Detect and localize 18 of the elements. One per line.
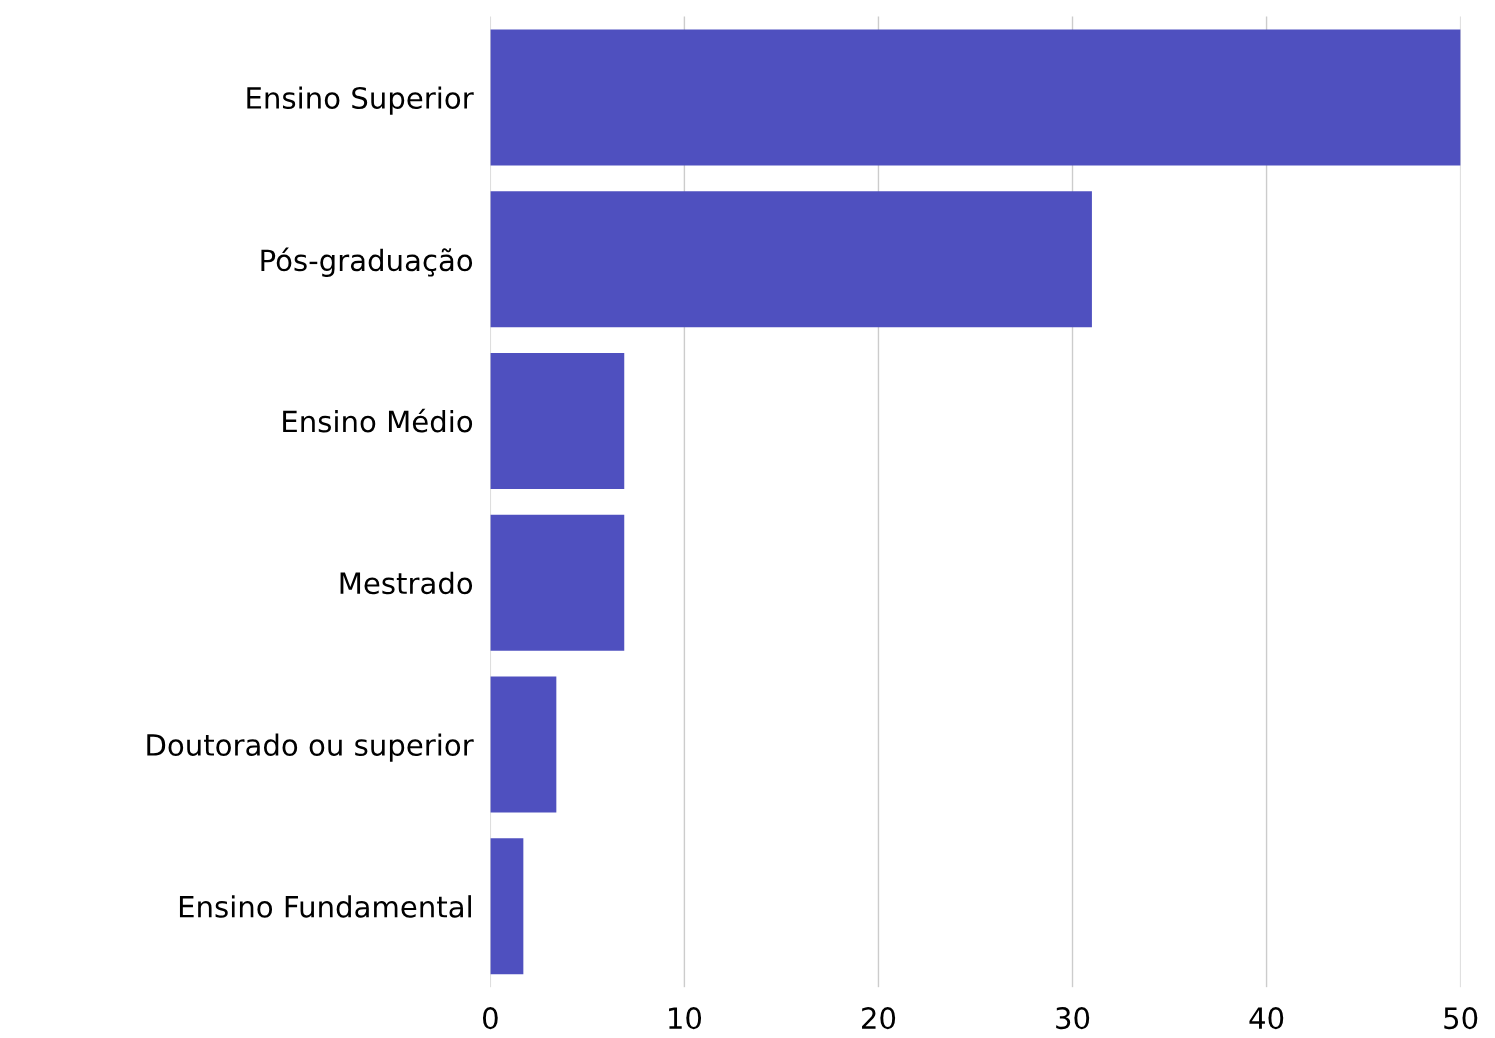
x-tick-label: 50	[1444, 1007, 1478, 1030]
y-tick-label: Ensino Fundamental	[179, 895, 471, 918]
bar	[490, 29, 1461, 166]
x-tick-label: 0	[483, 1007, 498, 1030]
bar	[490, 514, 625, 651]
bar	[490, 353, 625, 489]
x-tick-label: 20	[862, 1007, 896, 1030]
bar	[490, 676, 557, 813]
y-tick-label: Ensino Médio	[283, 408, 473, 433]
bar	[490, 191, 1092, 328]
x-tick-label: 30	[1056, 1007, 1090, 1030]
y-tick-label: Mestrado	[340, 571, 473, 595]
x-tick-label: 40	[1249, 1007, 1284, 1030]
y-tick-label: Ensino Superior	[247, 86, 474, 115]
x-tick-label: 10	[669, 1007, 702, 1030]
bar	[490, 838, 524, 975]
y-tick-label: Doutorado ou superior	[147, 733, 474, 762]
y-tick-label: Pós-graduação	[261, 247, 473, 277]
